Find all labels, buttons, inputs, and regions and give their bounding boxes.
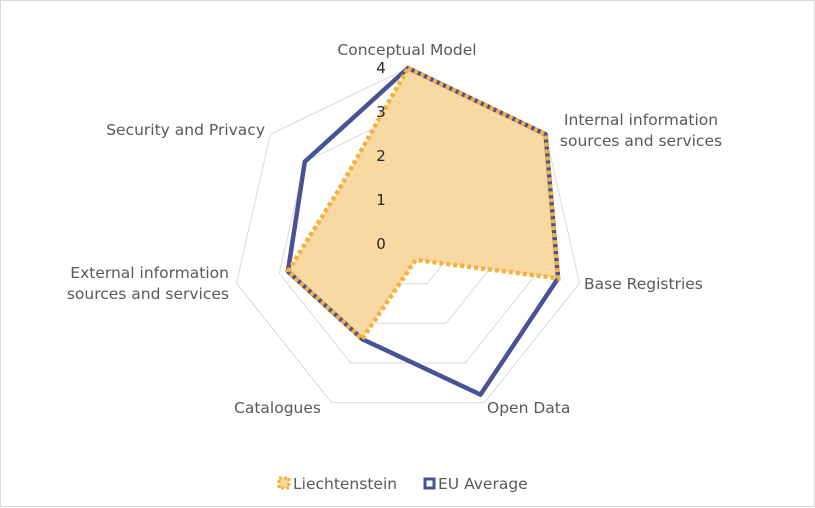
- tick-label: 4: [376, 59, 386, 77]
- tick-label: 2: [376, 147, 386, 165]
- legend-marker-eu-average: [423, 477, 436, 490]
- category-label: Catalogues: [234, 399, 321, 417]
- grid-ring-4: [235, 67, 581, 404]
- category-label: sources and services: [560, 132, 722, 150]
- category-label: Open Data: [487, 399, 570, 417]
- category-label: Internal information: [564, 111, 718, 129]
- tick-label: 1: [376, 191, 386, 209]
- legend-marker-liechtenstein: [277, 476, 291, 490]
- series-line-liechtenstein: [284, 65, 561, 343]
- category-label: sources and services: [67, 285, 229, 303]
- series-area-liechtenstein: [287, 68, 559, 340]
- legend-label-liechtenstein: Liechtenstein: [293, 475, 397, 493]
- category-label: External information: [70, 264, 229, 282]
- tick-label: 3: [376, 103, 386, 121]
- category-label: Base Registries: [584, 275, 703, 293]
- category-label: Security and Privacy: [106, 121, 265, 139]
- tick-label: 0: [376, 235, 386, 253]
- category-label: Conceptual Model: [337, 41, 476, 59]
- legend-label-eu-average: EU Average: [438, 475, 528, 493]
